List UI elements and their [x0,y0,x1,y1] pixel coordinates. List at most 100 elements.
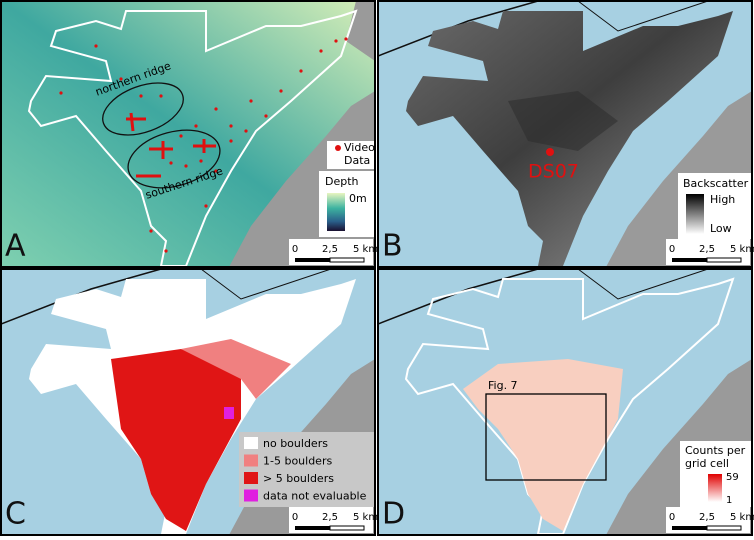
video-point [319,49,323,53]
scale-bar [329,257,365,263]
scale-label: 0 [669,512,675,523]
panel-border [0,0,376,268]
legend-swatch [244,472,258,484]
scale-bar [329,525,365,531]
legend-label: Data [344,154,370,167]
video-point [119,77,123,81]
video-point [149,229,153,233]
fig-label: Fig. 7 [488,379,518,392]
panel-border [377,0,753,268]
legend-label: 59 [726,472,739,483]
legend-marker [335,145,341,151]
legend-swatch [327,193,345,231]
legend-title: Depth [325,175,359,188]
scale-label: 2,5 [699,244,715,255]
legend-label: data not evaluable [263,490,367,503]
video-point [59,91,63,95]
scale-bar [706,257,742,263]
survey-outline [404,277,735,535]
panel-label: C [5,497,26,532]
station-label: DS07 [528,161,579,183]
video-point [249,99,253,103]
scale-label: 5 km [353,244,378,255]
video-track [129,112,135,132]
video-point [194,124,198,128]
video-point [279,89,283,93]
scale-bar [295,526,330,530]
legend-label: High [710,193,735,206]
video-point [214,169,218,173]
video-point [299,69,303,73]
scale-label: 2,5 [322,244,338,255]
legend-label: Low [710,222,732,235]
video-point [159,94,163,98]
boulders-sparse [181,339,291,399]
ridge-outline [102,82,184,136]
video-point [264,114,268,118]
fig-box [485,393,607,481]
panel-border [377,268,753,536]
scale-label: 5 km [730,512,754,523]
legend-swatch [708,474,722,502]
video-point [184,164,188,168]
coastline [378,1,539,57]
video-point [164,249,168,253]
legend-title: Counts per [685,444,746,457]
legend-swatch [244,437,258,449]
legend-swatch [686,194,704,234]
panel-border [0,268,376,536]
coastline [200,269,332,300]
scale-bar [672,258,707,262]
video-point [199,159,203,163]
counts [463,359,623,531]
scale-label: 2,5 [322,512,338,523]
panel: no boulders 1-5 boulders > 5 boulders data … [0,268,378,536]
scale-label: 5 km [353,512,378,523]
legend-swatch [244,454,258,467]
legend-swatch [244,489,258,502]
video-point [204,204,208,208]
ridge-outline [127,129,221,189]
legend-label: no boulders [263,437,328,450]
scale-bar [706,525,742,531]
backscatter-dark [508,91,618,151]
coastline [577,269,709,300]
coastline [577,1,709,32]
scale-label: 0 [292,244,298,255]
panel-label: D [382,497,405,532]
not-evaluable [224,407,234,419]
panel-label: A [5,229,26,264]
coastline [378,269,539,325]
video-point [94,44,98,48]
scale-bar [672,526,707,530]
station [546,148,554,156]
scale-label: 2,5 [699,512,715,523]
legend-label: 0m [349,192,367,205]
legend-title: grid cell [685,457,729,470]
boulders [111,349,241,531]
video-point [169,161,173,165]
panel-label: B [382,229,403,264]
legend-label: Video [344,141,375,154]
scale-label: 0 [669,244,675,255]
video-point [214,107,218,111]
land [346,1,375,61]
video-point [334,39,338,43]
survey-outline [27,9,358,267]
video-point [179,134,183,138]
video-point [229,124,233,128]
legend-label: > 5 boulders [263,472,334,485]
legend-label: 1-5 boulders [263,455,332,468]
video-point [244,129,248,133]
legend-box [239,432,375,507]
legend-label: 1 [726,495,732,506]
video-point [229,139,233,143]
scale-bar [295,258,330,262]
scale-label: 0 [292,512,298,523]
legend-box [327,141,375,169]
scale-label: 5 km [730,244,754,255]
